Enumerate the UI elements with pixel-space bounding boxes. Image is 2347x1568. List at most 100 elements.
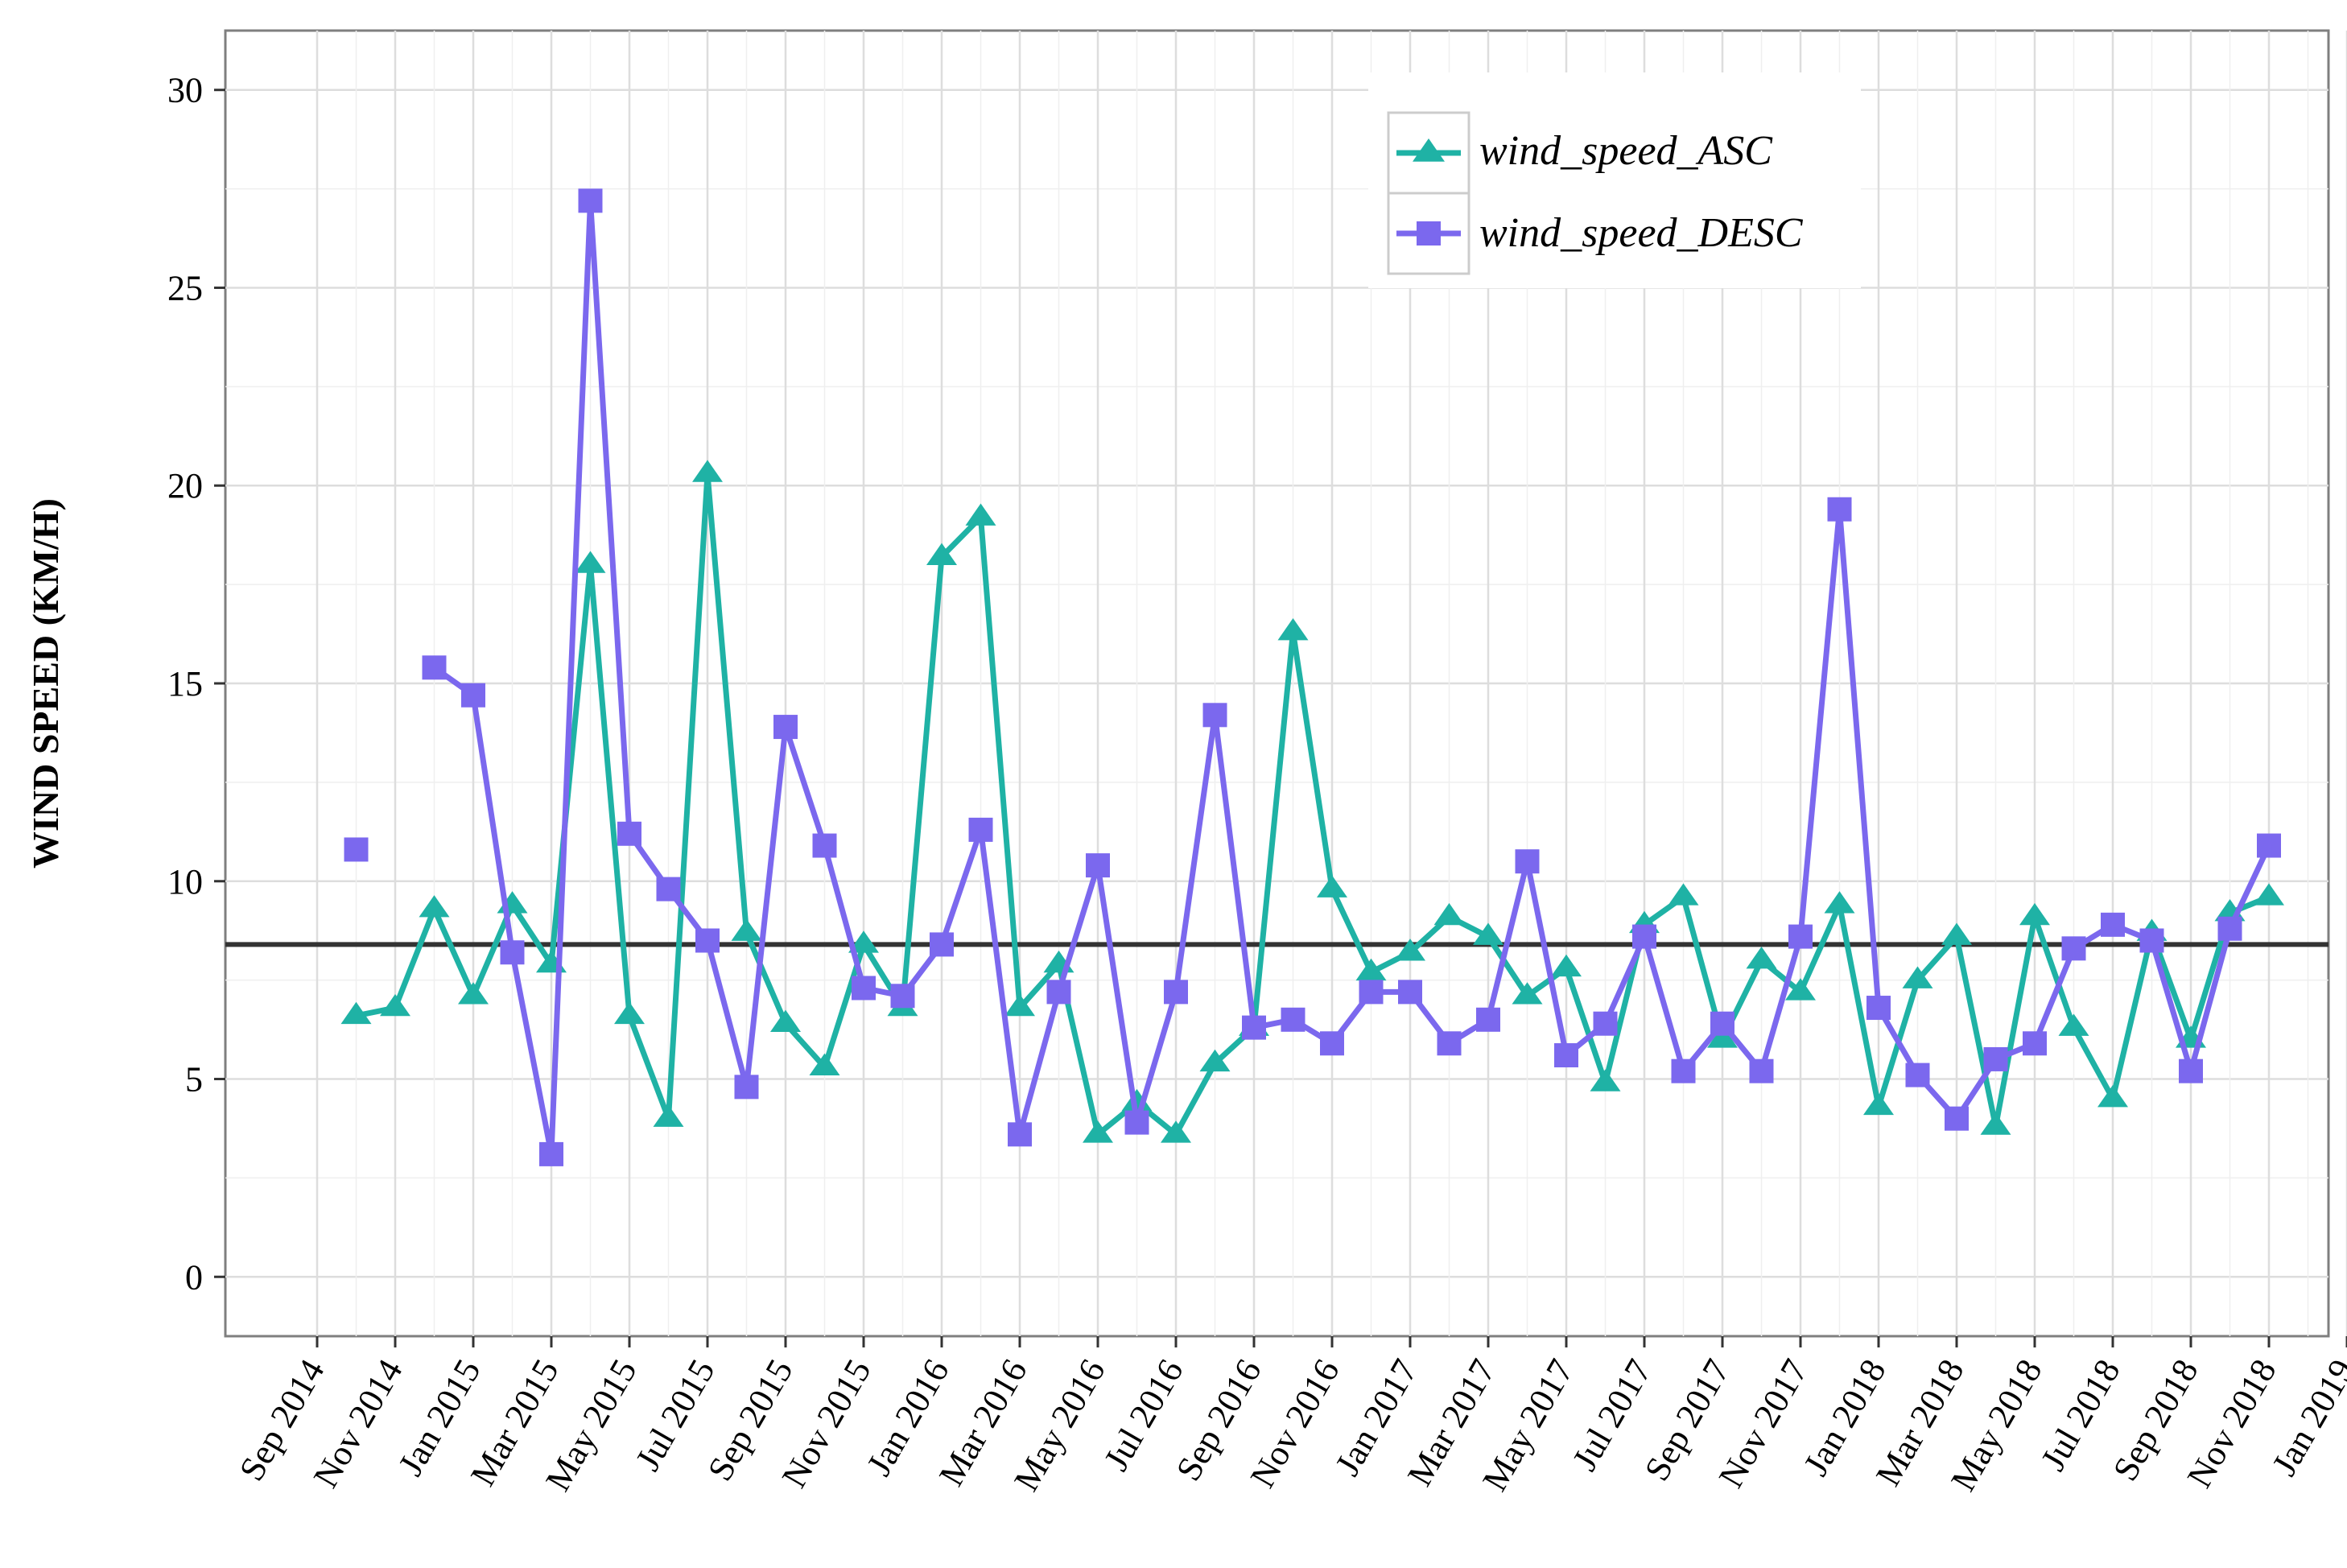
data-point-desc <box>1945 1106 1969 1131</box>
data-point-desc <box>2179 1058 2203 1083</box>
data-point-desc <box>1202 703 1227 728</box>
data-point-asc <box>1433 902 1465 926</box>
data-point-desc <box>1983 1046 2008 1071</box>
data-point-asc <box>1941 922 1972 945</box>
data-point-desc <box>344 837 369 862</box>
data-point-asc <box>1512 982 1543 1005</box>
data-point-desc <box>1788 924 1813 949</box>
data-point-desc <box>2217 916 2242 941</box>
data-point-asc <box>419 895 450 918</box>
data-point-desc <box>1242 1015 1266 1040</box>
data-point-desc <box>1866 996 1891 1021</box>
data-point-asc <box>1824 891 1855 914</box>
data-point-asc <box>2019 902 2050 926</box>
y-axis-label: WIND SPEED (KM/H) <box>25 498 66 869</box>
data-point-desc <box>1124 1110 1149 1135</box>
data-point-asc <box>614 1001 645 1025</box>
data-point-asc <box>1083 1120 1113 1143</box>
data-point-desc <box>422 655 447 680</box>
data-point-asc <box>1902 966 1933 988</box>
data-point-desc <box>617 821 641 846</box>
data-point-asc <box>2254 883 2284 906</box>
data-point-desc <box>1398 980 1422 1005</box>
data-point-asc <box>770 1009 801 1032</box>
data-point-desc <box>734 1075 759 1100</box>
data-point-asc <box>653 1104 684 1127</box>
data-point-desc <box>1320 1031 1344 1056</box>
data-point-desc <box>812 833 837 858</box>
data-point-desc <box>656 877 681 902</box>
data-point-desc <box>1554 1043 1578 1068</box>
data-point-asc <box>1590 1069 1621 1091</box>
data-point-asc <box>1277 618 1309 641</box>
data-point-desc <box>695 928 720 953</box>
data-point-asc <box>1551 954 1582 977</box>
data-point-desc <box>1281 1007 1305 1032</box>
data-point-desc <box>2061 936 2086 961</box>
series-layer <box>340 188 2284 1166</box>
data-point-desc <box>2023 1031 2047 1056</box>
legend-label-asc: wind_speed_ASC <box>1479 128 1773 174</box>
data-point-asc <box>458 982 489 1005</box>
data-point-desc <box>500 940 525 965</box>
legend-marker-desc <box>1417 221 1441 246</box>
data-point-asc <box>1473 922 1503 945</box>
data-point-asc <box>575 551 606 573</box>
legend-label-desc: wind_speed_DESC <box>1479 210 1804 256</box>
y-tick-label: 30 <box>167 71 203 110</box>
data-point-asc <box>1317 875 1347 897</box>
data-point-asc <box>1668 883 1699 906</box>
data-point-asc <box>965 503 996 526</box>
data-point-asc <box>1785 978 1816 1001</box>
data-point-desc <box>1515 849 1540 874</box>
y-axis: 0 5 10 15 20 25 30 <box>167 71 225 1297</box>
y-tick-label: 25 <box>167 268 203 307</box>
data-point-desc <box>968 817 993 842</box>
data-point-asc <box>1355 958 1387 981</box>
data-point-desc <box>1827 497 1852 522</box>
data-point-asc <box>692 460 723 482</box>
legend-marker-asc <box>1413 138 1445 162</box>
data-point-asc <box>380 993 410 1017</box>
data-point-asc <box>1395 939 1425 961</box>
data-point-desc <box>539 1141 563 1166</box>
data-point-desc <box>1749 1058 1774 1083</box>
data-point-desc <box>2139 928 2164 953</box>
legend-key-glyphs <box>1396 138 1461 246</box>
data-point-asc <box>809 1053 840 1076</box>
data-point-asc <box>1707 1025 1738 1048</box>
data-point-asc <box>1199 1049 1231 1072</box>
data-point-desc <box>2101 912 2125 937</box>
series-wind_speed_DESC <box>344 188 2281 1166</box>
data-point-desc <box>1671 1058 1696 1083</box>
data-point-desc <box>1632 924 1656 949</box>
data-point-asc <box>1863 1092 1894 1116</box>
data-point-desc <box>1359 980 1384 1005</box>
data-point-desc <box>1476 1007 1500 1032</box>
data-point-asc <box>1004 993 1035 1017</box>
data-point-desc <box>1437 1031 1462 1056</box>
y-tick-label: 5 <box>185 1060 203 1100</box>
y-tick-label: 10 <box>167 862 203 902</box>
data-point-desc <box>2257 833 2281 858</box>
data-point-desc <box>1046 980 1071 1005</box>
data-point-asc <box>731 918 762 941</box>
data-point-desc <box>930 932 954 957</box>
data-point-desc <box>1086 853 1110 878</box>
data-point-asc <box>848 930 879 953</box>
data-point-asc <box>1980 1112 2011 1135</box>
data-point-asc <box>926 543 957 565</box>
data-point-desc <box>578 188 603 213</box>
y-tick-label: 20 <box>167 466 203 505</box>
y-tick-label: 15 <box>167 664 203 704</box>
data-point-asc <box>1746 946 1777 969</box>
data-point-desc <box>1164 980 1188 1005</box>
data-point-desc <box>461 683 485 708</box>
data-point-asc <box>2097 1084 2128 1108</box>
data-point-desc <box>890 984 915 1009</box>
data-point-desc <box>1710 1011 1734 1036</box>
data-point-asc <box>1161 1120 1191 1143</box>
data-point-asc <box>340 1001 372 1025</box>
